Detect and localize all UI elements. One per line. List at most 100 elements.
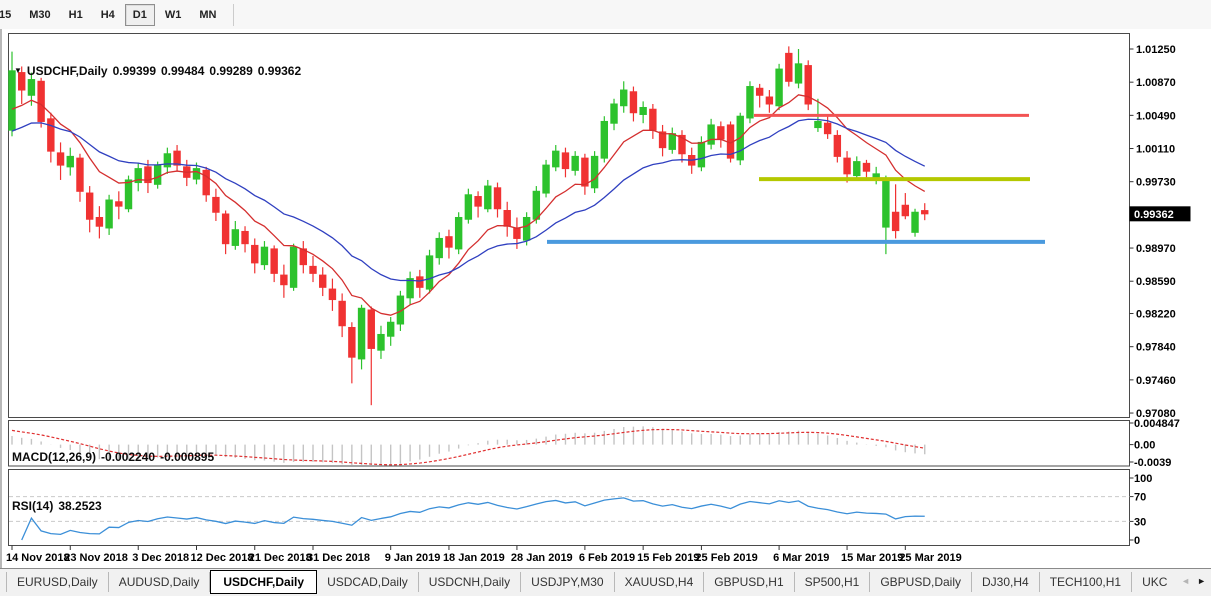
timeframe-button-h1[interactable]: H1 [68, 8, 83, 21]
candle-body [280, 274, 288, 286]
current-price-badge [1129, 206, 1191, 222]
candles-layer [8, 46, 929, 406]
candle-body [37, 80, 45, 122]
macd-histogram [11, 426, 926, 465]
tab-sp500-h1[interactable]: SP500,H1 [795, 572, 871, 592]
timeframe-button-d1[interactable]: D1 [124, 3, 155, 26]
candle-body [474, 196, 482, 207]
candle-body [600, 120, 609, 159]
timeframe-button-m15[interactable]: 15 [0, 8, 12, 21]
candle-body [241, 230, 249, 245]
date-tick-label: 15 Feb 2019 [637, 552, 699, 564]
candle-body [862, 162, 871, 172]
candle-body [56, 152, 65, 166]
tab-tech100-h1[interactable]: TECH100,H1 [1040, 572, 1133, 592]
candle-body [522, 216, 531, 241]
chart-tabs: EURUSD,Daily AUDUSD,Daily USDCHF,Daily U… [0, 569, 1211, 594]
candle-body [435, 237, 443, 259]
date-tick-label: 28 Jan 2019 [511, 552, 573, 564]
candle-body [843, 157, 851, 175]
candle-body [804, 65, 812, 105]
candle-body [552, 150, 560, 168]
candle-body [425, 255, 434, 290]
candle-body [348, 326, 356, 358]
candle-body [367, 309, 375, 349]
candle-body [532, 190, 541, 220]
candle-body [386, 321, 395, 337]
tab-audusd-daily[interactable]: AUDUSD,Daily [109, 572, 211, 592]
candle-body [755, 87, 764, 96]
candle-body [134, 168, 142, 184]
tab-xauusd-h4[interactable]: XAUUSD,H4 [615, 572, 705, 592]
candle-body [357, 307, 366, 360]
candle-body [901, 204, 910, 217]
candle-body [765, 96, 774, 105]
candle-body [794, 63, 803, 84]
candle-body [377, 333, 385, 351]
tab-ukc[interactable]: UKC [1142, 575, 1168, 589]
tab-scroll-controls: ◄ ► [1181, 577, 1206, 586]
date-tick-label: 15 Mar 2019 [841, 552, 903, 564]
candle-body [115, 201, 123, 207]
tab-usdchf-daily[interactable]: USDCHF,Daily [210, 570, 318, 594]
candle-body [639, 106, 647, 115]
tab-usdcnh-daily[interactable]: USDCNH,Daily [419, 572, 522, 592]
rsi-panel [8, 469, 1130, 546]
price-tick-label: 1.01250 [1136, 44, 1176, 56]
date-tick-label: 9 Jan 2019 [385, 552, 441, 564]
timeframe-button-h4[interactable]: H4 [100, 8, 115, 21]
candle-body [47, 118, 55, 152]
candle-body [338, 300, 346, 327]
toolbar-separator [233, 3, 235, 26]
timeframe-toolbar: 15 M30 H1 H4 D1 W1 MN [0, 0, 1211, 30]
tab-usdcad-daily[interactable]: USDCAD,Daily [317, 572, 419, 592]
price-tick-label: 1.00870 [1136, 77, 1176, 89]
tab-eurusd-daily[interactable]: EURUSD,Daily [6, 572, 109, 592]
tabs-scroll-left-icon[interactable]: ◄ [1181, 576, 1191, 586]
candle-body [406, 278, 414, 299]
date-tick-label: 31 Dec 2018 [307, 552, 370, 564]
candle-body [328, 288, 337, 301]
macd-signal-line [11, 428, 925, 466]
tab-usdjpy-m30[interactable]: USDJPY,M30 [521, 572, 615, 592]
chart-tab-bar: EURUSD,Daily AUDUSD,Daily USDCHF,Daily U… [0, 568, 1211, 596]
candle-body [319, 274, 327, 288]
candle-body [649, 108, 657, 131]
candle-body [746, 86, 754, 119]
candle-body [921, 210, 929, 215]
candle-body [717, 126, 725, 140]
candle-body [260, 246, 269, 266]
timeframe-button-m30[interactable]: M30 [29, 8, 51, 21]
tab-gbpusd-daily[interactable]: GBPUSD,Daily [870, 572, 973, 592]
tab-gbpusd-h1[interactable]: GBPUSD,H1 [704, 572, 795, 592]
candle-body [629, 91, 638, 114]
candle-body [610, 103, 618, 124]
macd-panel [8, 420, 1130, 467]
tab-dj30-h4[interactable]: DJ30,H4 [972, 572, 1040, 592]
candle-body [668, 133, 676, 150]
candle-body [590, 155, 599, 189]
candle-body [697, 141, 706, 168]
chart-canvas[interactable]: 1.01250 1.00870 1.00490 1.00110 0.99730 0.989… [2, 29, 1211, 568]
candle-body [775, 68, 783, 107]
candle-body [18, 72, 26, 91]
candle-body [212, 196, 220, 213]
candle-body [163, 153, 172, 168]
candle-body [707, 124, 715, 145]
timeframe-button-mn[interactable]: MN [199, 8, 217, 21]
price-tick-label: 1.00490 [1136, 110, 1176, 122]
tabs-scroll-right-icon[interactable]: ► [1197, 576, 1206, 586]
candle-body [270, 248, 278, 274]
candle-body [542, 164, 550, 194]
candle-body [105, 199, 113, 229]
candle-body [85, 192, 94, 220]
macd-axis-label: 0.00 [1134, 440, 1155, 452]
rsi-axis-label: 70 [1134, 492, 1146, 504]
candle-body [192, 168, 201, 180]
timeframe-button-w1[interactable]: W1 [164, 8, 182, 21]
candle-body [882, 179, 890, 228]
date-tick-label: 6 Mar 2019 [773, 552, 829, 564]
candle-body [561, 152, 570, 170]
date-tick-label: 25 Mar 2019 [899, 552, 961, 564]
